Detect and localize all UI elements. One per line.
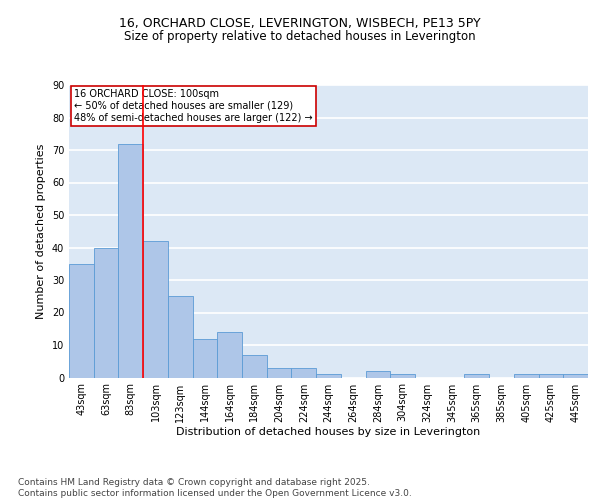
Bar xyxy=(365,371,390,378)
Bar xyxy=(464,374,489,378)
Bar xyxy=(539,374,563,378)
Bar xyxy=(316,374,341,378)
Bar xyxy=(94,248,118,378)
X-axis label: Distribution of detached houses by size in Leverington: Distribution of detached houses by size … xyxy=(176,428,481,438)
Bar xyxy=(242,355,267,378)
Bar xyxy=(390,374,415,378)
Bar xyxy=(69,264,94,378)
Bar xyxy=(143,241,168,378)
Text: 16, ORCHARD CLOSE, LEVERINGTON, WISBECH, PE13 5PY: 16, ORCHARD CLOSE, LEVERINGTON, WISBECH,… xyxy=(119,18,481,30)
Text: Contains HM Land Registry data © Crown copyright and database right 2025.
Contai: Contains HM Land Registry data © Crown c… xyxy=(18,478,412,498)
Bar xyxy=(267,368,292,378)
Bar xyxy=(292,368,316,378)
Bar xyxy=(193,338,217,378)
Bar xyxy=(217,332,242,378)
Bar xyxy=(514,374,539,378)
Text: 16 ORCHARD CLOSE: 100sqm
← 50% of detached houses are smaller (129)
48% of semi-: 16 ORCHARD CLOSE: 100sqm ← 50% of detach… xyxy=(74,90,313,122)
Text: Size of property relative to detached houses in Leverington: Size of property relative to detached ho… xyxy=(124,30,476,43)
Bar xyxy=(563,374,588,378)
Bar xyxy=(118,144,143,378)
Y-axis label: Number of detached properties: Number of detached properties xyxy=(36,144,46,319)
Bar xyxy=(168,296,193,378)
